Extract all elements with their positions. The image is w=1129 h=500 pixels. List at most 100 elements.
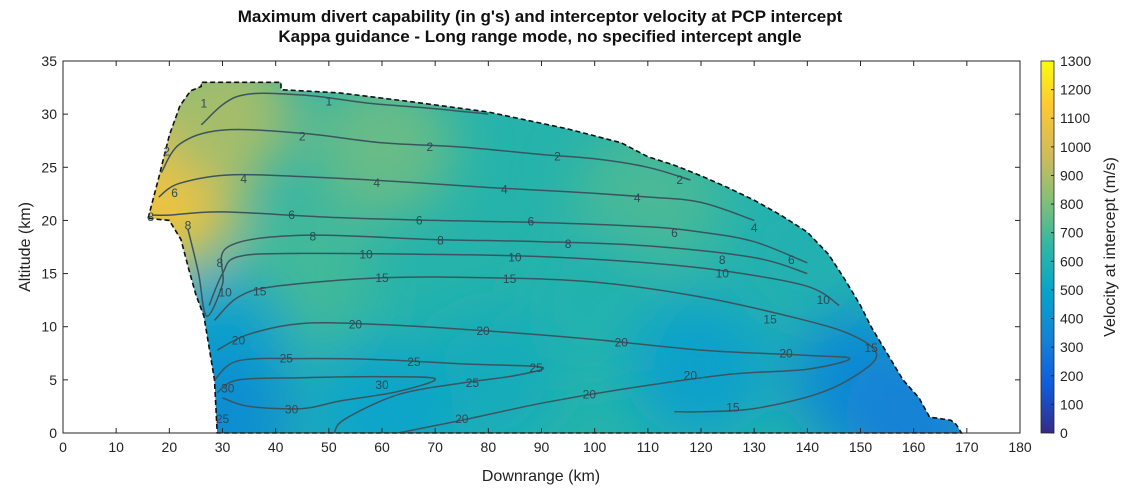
contour-label: 15 xyxy=(253,285,267,299)
velocity-sample xyxy=(310,82,454,219)
y-tick-label: 10 xyxy=(41,319,57,335)
contour-label: 20 xyxy=(779,346,793,360)
divert-contours xyxy=(152,92,878,434)
colorbar-tick-label: 1300 xyxy=(1060,53,1091,69)
x-tick-label: 90 xyxy=(534,439,550,455)
coverage-boundary xyxy=(147,81,963,434)
x-tick-label: 140 xyxy=(796,439,820,455)
contour-label: 4 xyxy=(240,172,247,186)
y-tick-label: 20 xyxy=(41,212,57,228)
x-tick-label: 160 xyxy=(902,439,926,455)
contour-label: 8 xyxy=(147,210,154,224)
contour-label: 8 xyxy=(216,256,223,270)
contour-label: 6 xyxy=(528,214,535,228)
contour-label: 15 xyxy=(375,271,389,285)
x-tick-label: 150 xyxy=(849,439,873,455)
y-tick-label: 15 xyxy=(41,266,57,282)
contour-label: 1 xyxy=(201,97,208,111)
contour-label: 15 xyxy=(763,312,777,326)
colorbar-tick-label: 100 xyxy=(1060,396,1084,412)
x-tick-label: 60 xyxy=(374,439,390,455)
x-tick-label: 30 xyxy=(215,439,231,455)
contour-label: 8 xyxy=(310,229,317,243)
contour-line-25 xyxy=(213,357,545,434)
x-tick-label: 10 xyxy=(108,439,124,455)
contour-label: 2 xyxy=(676,173,683,187)
x-tick-label: 130 xyxy=(742,439,766,455)
colorbar-ticks: 0 100 200 300 400 500 600 700 800 900 1000 1100 1200… xyxy=(1051,53,1091,441)
y-axis-label: Altitude (km) xyxy=(17,202,34,292)
y-tick-label: 35 xyxy=(41,53,57,69)
x-tick-label: 0 xyxy=(59,439,67,455)
contour-label: 25 xyxy=(216,412,230,426)
contour-label: 10 xyxy=(508,251,522,265)
colorbar-tick-label: 700 xyxy=(1060,225,1084,241)
contour-label: 8 xyxy=(565,237,572,251)
colorbar-tick-label: 0 xyxy=(1060,425,1068,441)
contour-label: 30 xyxy=(285,403,299,417)
contour-label: 6 xyxy=(288,208,295,222)
contour-label: 10 xyxy=(716,267,730,281)
contour-label: 10 xyxy=(218,286,232,300)
contour-label: 2 xyxy=(299,129,306,143)
velocity-sample xyxy=(629,297,773,434)
contour-label: 1 xyxy=(325,94,332,108)
contour-label: 15 xyxy=(726,400,740,414)
contour-label: 20 xyxy=(583,388,597,402)
colorbar-label: Velocity at intercept (m/s) xyxy=(1102,157,1119,337)
contour-line-8 xyxy=(187,228,808,317)
y-tick-label: 30 xyxy=(41,106,57,122)
contour-label: 25 xyxy=(407,355,421,369)
colorbar-tick-label: 1000 xyxy=(1060,139,1091,155)
contour-label: 6 xyxy=(416,213,423,227)
contour-line-15 xyxy=(213,276,878,413)
x-tick-label: 40 xyxy=(268,439,284,455)
contour-label: 25 xyxy=(280,352,294,366)
contour-label: 4 xyxy=(634,191,641,205)
contour-label: 20 xyxy=(455,412,469,426)
colorbar-tick-label: 1100 xyxy=(1060,110,1090,126)
chart-title: Maximum divert capability (in g's) and i… xyxy=(238,7,843,26)
chart-subtitle: Kappa guidance - Long range mode, no spe… xyxy=(278,27,801,46)
x-tick-label: 70 xyxy=(427,439,443,455)
x-tick-label: 120 xyxy=(689,439,713,455)
contour-line-30 xyxy=(216,375,436,410)
contour-label: 8 xyxy=(719,253,726,267)
contour-label: 15 xyxy=(864,341,878,355)
contour-label: 4 xyxy=(373,176,380,190)
contour-label: 15 xyxy=(503,272,517,286)
colorbar-tick-label: 200 xyxy=(1060,368,1084,384)
x-tick-label: 50 xyxy=(321,439,337,455)
x-tick-label: 170 xyxy=(955,439,979,455)
contour-line-10 xyxy=(208,252,840,307)
contour-label: 2 xyxy=(163,144,170,158)
contour-line-6 xyxy=(152,211,808,264)
contour-label: 8 xyxy=(437,234,444,248)
velocity-sample xyxy=(522,233,667,378)
colorbar-tick-label: 500 xyxy=(1060,282,1084,298)
colorbar-tick-label: 1200 xyxy=(1060,82,1091,98)
contour-label: 20 xyxy=(476,324,490,338)
contour-label: 4 xyxy=(751,221,758,235)
contour-line-2 xyxy=(160,128,691,181)
x-tick-label: 20 xyxy=(162,439,178,455)
x-tick-label: 110 xyxy=(637,439,660,455)
contour-label: 30 xyxy=(221,381,235,395)
colorbar-tick-label: 800 xyxy=(1060,196,1084,212)
contour-label: 2 xyxy=(554,150,561,164)
contour-label: 25 xyxy=(530,361,544,375)
x-tick-label: 80 xyxy=(481,439,497,455)
colorbar-tick-label: 400 xyxy=(1060,311,1084,327)
contour-line-20 xyxy=(216,322,851,434)
contour-label: 20 xyxy=(615,336,629,350)
contour-line-1 xyxy=(200,92,489,126)
y-tick-label: 0 xyxy=(49,425,57,441)
x-tick-label: 180 xyxy=(1008,439,1032,455)
contour-label: 6 xyxy=(171,186,178,200)
colorbar-tick-label: 600 xyxy=(1060,253,1084,269)
velocity-sample xyxy=(310,339,454,434)
contour-label: 6 xyxy=(671,226,678,240)
contour-label: 30 xyxy=(375,378,389,392)
